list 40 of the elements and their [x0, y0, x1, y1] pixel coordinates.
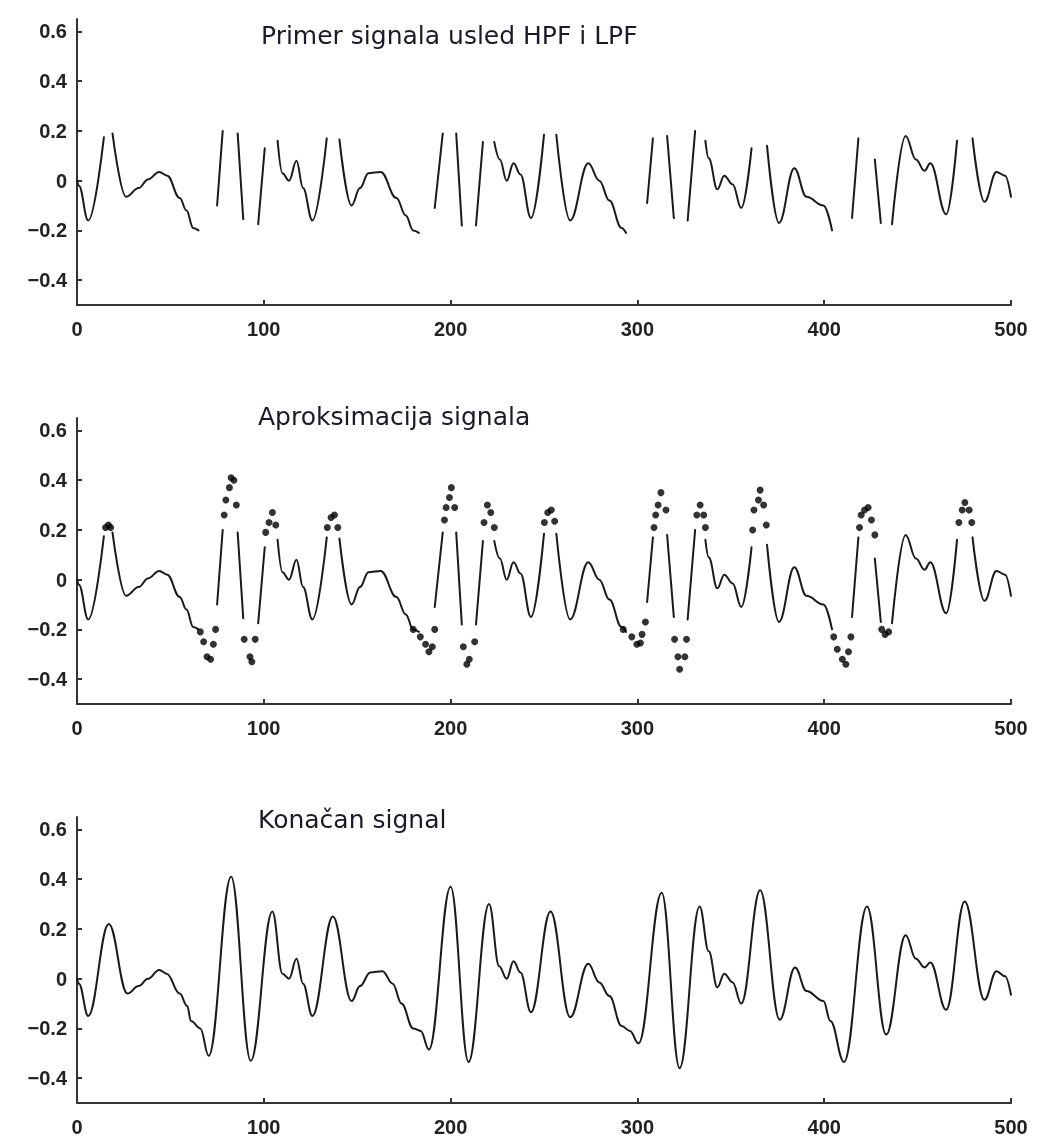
x-tick-label: 200 — [433, 1116, 468, 1138]
y-tick-label: 0.6 — [39, 419, 67, 442]
y-tick-label: −0.4 — [27, 1067, 68, 1090]
x-tick-label: 200 — [433, 717, 468, 739]
x-tick-label: 200 — [433, 318, 468, 340]
x-tick-label: 500 — [994, 318, 1028, 340]
y-tick-label: −0.2 — [27, 219, 67, 242]
x-tick-label: 100 — [247, 1116, 281, 1138]
y-tick-label: 0 — [55, 169, 67, 192]
y-tick-label: 0.2 — [39, 119, 67, 142]
y-tick-label: 0.6 — [39, 818, 67, 841]
chart-title: Konačan signal — [258, 805, 447, 834]
x-tick-label: 500 — [994, 1116, 1028, 1138]
x-tick-label: 400 — [807, 1116, 841, 1138]
x-tick-label: 300 — [620, 1116, 655, 1138]
y-tick-label: 0.6 — [39, 20, 67, 43]
line-series — [76, 875, 1012, 1070]
y-tick-label: 0.4 — [39, 469, 68, 492]
y-tick-label: 0.4 — [39, 868, 68, 891]
x-tick-label: 0 — [71, 1116, 83, 1138]
y-tick-label: 0.2 — [39, 518, 67, 541]
y-tick-label: −0.2 — [27, 618, 67, 641]
y-tick-label: −0.4 — [27, 269, 68, 292]
x-tick-label: 400 — [807, 717, 841, 739]
y-tick-label: 0.4 — [39, 70, 68, 93]
y-tick-label: −0.4 — [27, 668, 68, 691]
y-tick-label: −0.2 — [27, 1017, 67, 1040]
x-tick-label: 100 — [247, 717, 281, 739]
chart-title: Primer signala usled HPF i LPF — [261, 21, 638, 50]
x-tick-label: 300 — [620, 717, 655, 739]
x-tick-label: 0 — [71, 318, 83, 340]
y-tick-label: 0 — [55, 967, 67, 990]
x-tick-label: 0 — [71, 717, 83, 739]
y-tick-label: 0.2 — [39, 917, 67, 940]
y-tick-label: 0 — [55, 568, 67, 591]
x-tick-label: 100 — [247, 318, 281, 340]
x-tick-label: 500 — [994, 717, 1028, 739]
x-tick-label: 400 — [807, 318, 841, 340]
chart-title: Aproksimacija signala — [258, 402, 531, 431]
x-tick-label: 300 — [620, 318, 655, 340]
